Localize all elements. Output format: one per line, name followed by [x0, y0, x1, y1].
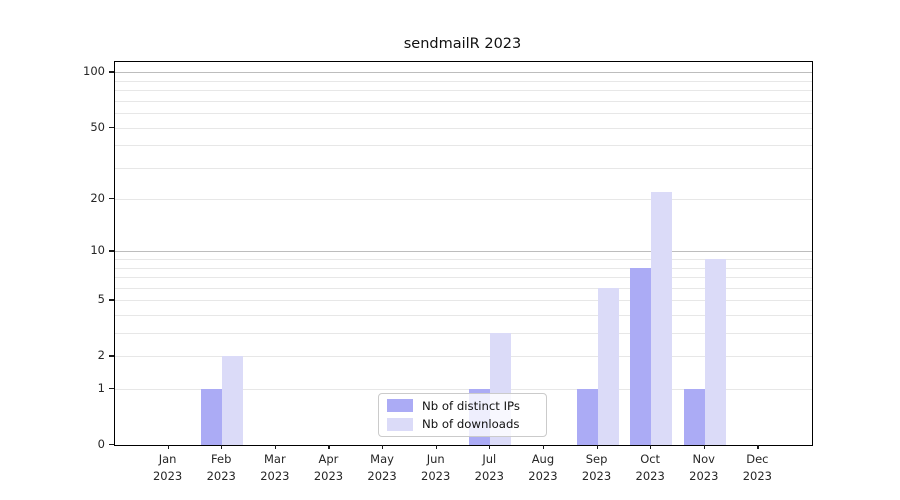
x-tick-label-nov: Nov 2023 [689, 452, 719, 483]
gridline-minor-20 [115, 199, 812, 201]
x-tick-mark-apr [328, 445, 330, 449]
gridline-minor-4 [115, 315, 812, 317]
x-tick-label-sep: Sep 2023 [581, 452, 612, 483]
gridline-minor-3 [115, 333, 812, 335]
y-tick-label-20: 20 [90, 191, 105, 206]
y-tick-label-2: 2 [97, 348, 105, 363]
x-tick-mark-aug [542, 445, 545, 449]
x-tick-mark-feb [221, 445, 223, 449]
y-tick-label-10: 10 [90, 243, 105, 258]
y-tick-label-100: 100 [83, 64, 105, 79]
legend-swatch-downloads [387, 417, 413, 431]
legend-row-downloads: Nb of downloads [387, 417, 538, 433]
y-tick-label-50: 50 [90, 119, 105, 134]
x-tick-label-may: May 2023 [367, 452, 397, 483]
y-tick-mark-1 [109, 388, 114, 390]
x-tick-label-oct: Oct 2023 [635, 452, 665, 483]
legend: Nb of distinct IPs Nb of downloads [378, 393, 547, 437]
bar-distinct-ips-oct [630, 267, 652, 445]
y-tick-mark-0 [109, 444, 114, 446]
x-tick-label-jan: Jan 2023 [152, 452, 183, 483]
y-tick-mark-20 [109, 198, 114, 200]
gridline-major-10 [115, 251, 812, 253]
chart-title: sendmailR 2023 [403, 36, 522, 52]
y-tick-mark-10 [109, 250, 114, 252]
bar-downloads-sep [597, 287, 619, 445]
legend-row-distinct-ips: Nb of distinct IPs [387, 398, 538, 414]
gridline-minor-80 [115, 90, 812, 92]
y-tick-label-5: 5 [97, 292, 105, 307]
x-tick-mark-jan [167, 445, 169, 449]
legend-label-downloads: Nb of downloads [422, 417, 520, 432]
x-tick-label-aug: Aug 2023 [528, 452, 558, 483]
gridline-minor-1 [115, 389, 812, 391]
x-tick-label-dec: Dec 2023 [742, 452, 773, 483]
gridline-minor-2 [115, 356, 812, 358]
gridline-minor-60 [115, 113, 812, 115]
y-tick-label-0: 0 [97, 437, 105, 451]
bar-distinct-ips-feb [201, 389, 223, 445]
gridline-minor-6 [115, 287, 812, 289]
x-tick-label-jul: Jul 2023 [474, 452, 504, 483]
gridline-minor-90 [115, 80, 812, 82]
x-tick-mark-jul [489, 445, 491, 449]
gridline-minor-9 [115, 259, 812, 261]
y-tick-mark-5 [109, 299, 114, 301]
gridline-minor-8 [115, 267, 812, 269]
gridline-minor-30 [115, 167, 812, 169]
bar-distinct-ips-nov [683, 389, 705, 445]
x-tick-mark-sep [596, 445, 598, 449]
bar-distinct-ips-sep [576, 389, 598, 445]
y-tick-label-1: 1 [97, 381, 105, 396]
x-tick-mark-jun [435, 445, 437, 449]
x-tick-mark-oct [650, 445, 652, 449]
y-tick-mark-50 [109, 126, 114, 128]
x-tick-mark-mar [274, 445, 277, 449]
x-tick-mark-dec [757, 445, 759, 449]
bar-downloads-feb [222, 356, 244, 445]
legend-label-distinct-ips: Nb of distinct IPs [422, 398, 520, 413]
y-tick-mark-100 [109, 71, 114, 73]
x-tick-mark-may [382, 445, 384, 449]
x-tick-mark-nov [703, 445, 705, 449]
bar-downloads-nov [704, 259, 726, 445]
legend-swatch-distinct-ips [387, 399, 413, 413]
x-tick-label-jun: Jun 2023 [421, 452, 451, 483]
gridline-minor-50 [115, 127, 812, 129]
gridline-minor-40 [115, 145, 812, 147]
y-tick-mark-2 [109, 355, 114, 357]
x-tick-label-apr: Apr 2023 [313, 452, 344, 483]
gridline-major-100 [115, 72, 812, 74]
gridline-minor-70 [115, 100, 812, 102]
plot-area [114, 61, 813, 446]
x-tick-label-feb: Feb 2023 [206, 452, 236, 483]
x-tick-label-mar: Mar 2023 [260, 452, 290, 483]
bar-downloads-oct [651, 191, 673, 445]
gridline-minor-7 [115, 277, 812, 279]
gridline-minor-5 [115, 300, 812, 302]
